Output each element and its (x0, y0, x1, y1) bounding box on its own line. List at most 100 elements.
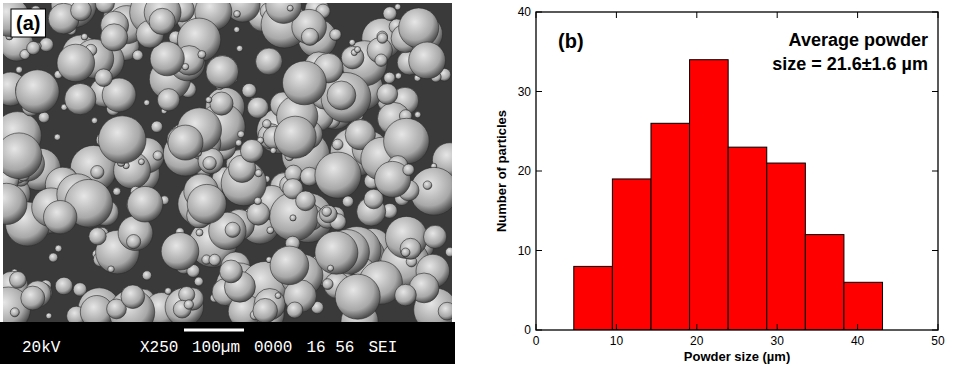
y-tick (536, 330, 542, 331)
particle (395, 4, 401, 10)
x-tick-top (696, 12, 697, 18)
particle (127, 186, 163, 222)
particle (400, 238, 421, 259)
particle (399, 8, 439, 48)
particle (165, 288, 172, 295)
particle (144, 100, 150, 106)
particle (225, 222, 240, 237)
particle (315, 231, 358, 274)
y-tick-label: 10 (518, 244, 532, 258)
particle (384, 118, 430, 164)
particle (445, 247, 452, 257)
particle (290, 215, 296, 221)
x-tick-label: 50 (931, 334, 945, 348)
particle (46, 313, 52, 319)
particle (319, 205, 337, 223)
particle (287, 302, 303, 318)
particle (196, 229, 203, 236)
y-tick-right (932, 91, 938, 92)
particle (335, 274, 380, 319)
y-tick-right (932, 250, 938, 251)
particle (92, 118, 98, 124)
x-tick-top (777, 12, 778, 18)
particle (95, 3, 114, 13)
particle (315, 152, 361, 198)
panel-label: (a) (16, 12, 40, 34)
particle (21, 286, 45, 310)
particle (209, 254, 221, 266)
info-text: 20kV (22, 339, 61, 357)
particle (395, 284, 417, 306)
info-bar (0, 322, 455, 364)
x-tick-label: 10 (610, 334, 624, 348)
x-tick-top (616, 12, 617, 18)
info-text: SEI (368, 339, 397, 357)
plot-frame (536, 12, 938, 330)
x-tick (857, 324, 858, 330)
particle (242, 83, 256, 97)
particle (55, 277, 73, 295)
particle (49, 253, 58, 262)
info-text: X250 (140, 339, 178, 357)
y-tick-right (932, 12, 938, 13)
info-text: 0000 (254, 339, 292, 357)
particle (296, 191, 316, 211)
particle (255, 169, 262, 176)
x-axis-title: Powder size (µm) (684, 349, 790, 364)
x-tick (696, 324, 697, 330)
particle (194, 277, 203, 286)
particle (438, 302, 452, 320)
scale-bar (184, 329, 244, 332)
particle (256, 48, 283, 75)
histogram-bar (651, 123, 690, 330)
particle (354, 47, 360, 53)
histogram-bar (574, 266, 613, 330)
panel-label: (b) (558, 30, 584, 52)
annotation-line: Average powder (789, 30, 928, 50)
histogram-bar (728, 147, 767, 330)
particle (377, 33, 387, 43)
particle (39, 112, 50, 123)
particle (375, 54, 387, 66)
particle (10, 308, 19, 317)
particle (127, 235, 141, 249)
particle (153, 151, 162, 160)
particle (142, 271, 151, 280)
particle (138, 159, 144, 165)
particle (270, 246, 309, 285)
particle (332, 139, 343, 150)
particle (253, 298, 278, 322)
particle (157, 89, 179, 111)
particle (409, 42, 446, 79)
particle (330, 29, 342, 41)
particle (240, 139, 263, 162)
particle (149, 8, 175, 34)
info-text: 16 56 (306, 339, 354, 357)
x-tick (938, 324, 939, 330)
y-tick-label: 40 (518, 5, 532, 19)
y-tick-label: 0 (524, 323, 531, 337)
particle (238, 131, 245, 138)
y-tick (536, 12, 542, 13)
particle (270, 148, 276, 154)
particle (341, 46, 364, 69)
particle (3, 183, 27, 224)
particle (198, 51, 206, 59)
particle (95, 69, 113, 87)
particles (3, 3, 452, 322)
x-tick-top (857, 12, 858, 18)
particle (377, 84, 398, 105)
particle (71, 3, 92, 21)
particle (65, 83, 96, 114)
particle (27, 41, 40, 54)
particle (187, 184, 226, 223)
particle (395, 73, 401, 79)
particle (237, 45, 243, 51)
y-axis-title: Number of particles (494, 110, 509, 232)
particle (254, 197, 261, 204)
panel-label-box (11, 9, 45, 37)
particle (424, 225, 447, 248)
x-tick (616, 324, 617, 330)
particle (182, 63, 189, 70)
particle (16, 70, 60, 114)
